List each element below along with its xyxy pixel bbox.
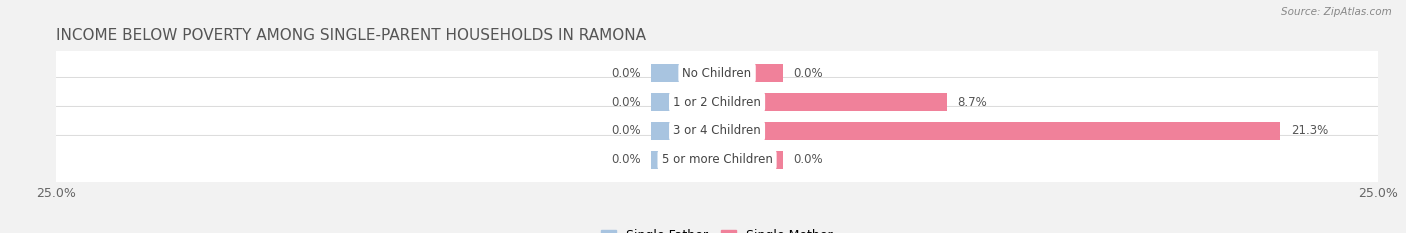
Text: 1 or 2 Children: 1 or 2 Children (673, 96, 761, 109)
Bar (717, 151, 783, 169)
Bar (717, 64, 783, 82)
Bar (717, 93, 948, 111)
Text: 0.0%: 0.0% (610, 124, 640, 137)
Text: INCOME BELOW POVERTY AMONG SINGLE-PARENT HOUSEHOLDS IN RAMONA: INCOME BELOW POVERTY AMONG SINGLE-PARENT… (56, 28, 647, 43)
Bar (717, 122, 1279, 140)
FancyBboxPatch shape (51, 135, 1384, 185)
Bar (651, 93, 717, 111)
FancyBboxPatch shape (51, 77, 1384, 127)
Text: Source: ZipAtlas.com: Source: ZipAtlas.com (1281, 7, 1392, 17)
Bar (651, 122, 717, 140)
FancyBboxPatch shape (51, 106, 1384, 156)
Legend: Single Father, Single Mother: Single Father, Single Mother (596, 224, 838, 233)
FancyBboxPatch shape (51, 48, 1384, 98)
Text: 5 or more Children: 5 or more Children (662, 154, 772, 167)
Text: 0.0%: 0.0% (610, 154, 640, 167)
Text: 0.0%: 0.0% (794, 66, 824, 79)
Text: 0.0%: 0.0% (610, 96, 640, 109)
Bar (651, 64, 717, 82)
Text: 8.7%: 8.7% (957, 96, 987, 109)
Text: 0.0%: 0.0% (794, 154, 824, 167)
Text: No Children: No Children (682, 66, 752, 79)
Text: 21.3%: 21.3% (1291, 124, 1327, 137)
Text: 3 or 4 Children: 3 or 4 Children (673, 124, 761, 137)
Bar (651, 151, 717, 169)
Text: 0.0%: 0.0% (610, 66, 640, 79)
